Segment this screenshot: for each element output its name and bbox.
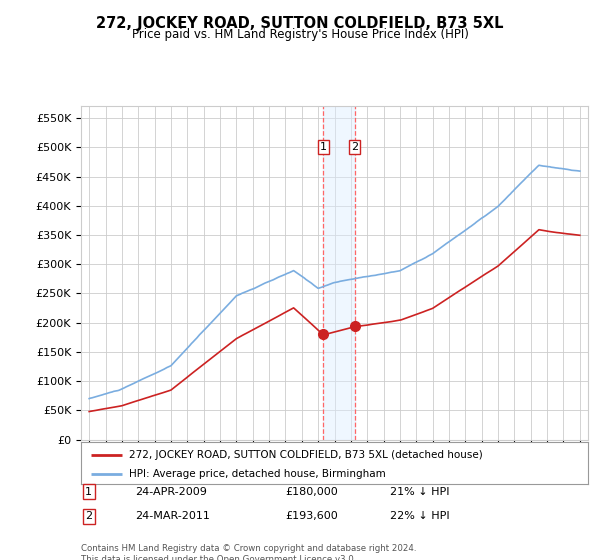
- Text: 24-APR-2009: 24-APR-2009: [135, 487, 207, 497]
- Text: 2: 2: [85, 511, 92, 521]
- Text: 24-MAR-2011: 24-MAR-2011: [135, 511, 210, 521]
- Text: Contains HM Land Registry data © Crown copyright and database right 2024.
This d: Contains HM Land Registry data © Crown c…: [81, 544, 416, 560]
- Text: 21% ↓ HPI: 21% ↓ HPI: [390, 487, 449, 497]
- Text: 272, JOCKEY ROAD, SUTTON COLDFIELD, B73 5XL (detached house): 272, JOCKEY ROAD, SUTTON COLDFIELD, B73 …: [129, 450, 483, 460]
- Text: £193,600: £193,600: [285, 511, 338, 521]
- Text: 22% ↓ HPI: 22% ↓ HPI: [390, 511, 449, 521]
- Text: 1: 1: [85, 487, 92, 497]
- Text: HPI: Average price, detached house, Birmingham: HPI: Average price, detached house, Birm…: [129, 469, 386, 479]
- Text: 1: 1: [320, 142, 327, 152]
- Bar: [323, 106, 355, 440]
- Text: £180,000: £180,000: [285, 487, 338, 497]
- Text: Price paid vs. HM Land Registry's House Price Index (HPI): Price paid vs. HM Land Registry's House …: [131, 28, 469, 41]
- Text: 2: 2: [351, 142, 358, 152]
- Text: 272, JOCKEY ROAD, SUTTON COLDFIELD, B73 5XL: 272, JOCKEY ROAD, SUTTON COLDFIELD, B73 …: [96, 16, 504, 31]
